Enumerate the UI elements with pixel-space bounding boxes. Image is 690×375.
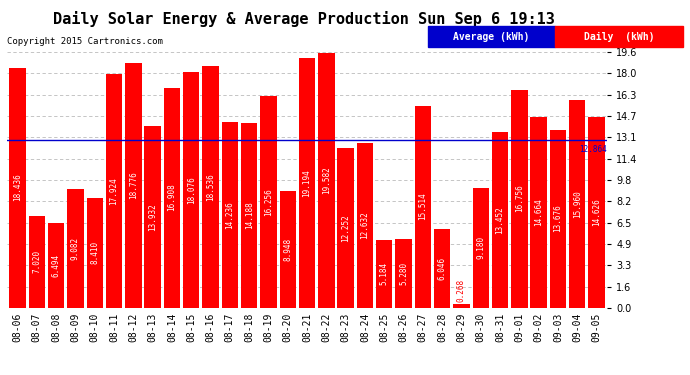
Text: 0.268: 0.268 [457, 279, 466, 302]
Text: 5.184: 5.184 [380, 262, 388, 285]
Text: 13.932: 13.932 [148, 203, 157, 231]
Bar [337, 148, 354, 308]
Text: 6.046: 6.046 [437, 256, 446, 280]
Text: 7.020: 7.020 [32, 250, 41, 273]
Text: 18.776: 18.776 [129, 171, 138, 199]
Bar [183, 72, 199, 308]
Bar [357, 143, 373, 308]
Text: 15.514: 15.514 [418, 193, 427, 220]
Bar [28, 216, 45, 308]
Bar [318, 53, 335, 307]
Text: 19.582: 19.582 [322, 166, 331, 194]
Text: 16.908: 16.908 [168, 184, 177, 211]
Bar [415, 106, 431, 308]
Text: 17.924: 17.924 [110, 177, 119, 205]
Bar [473, 188, 489, 308]
Text: 9.082: 9.082 [71, 237, 80, 260]
Text: Daily Solar Energy & Average Production Sun Sep 6 19:13: Daily Solar Energy & Average Production … [52, 11, 555, 27]
Text: 14.664: 14.664 [534, 198, 543, 226]
Text: 12.632: 12.632 [360, 211, 369, 239]
Bar [453, 304, 470, 307]
Bar [395, 239, 412, 308]
Text: 8.948: 8.948 [284, 238, 293, 261]
Bar [569, 100, 586, 308]
Text: 15.960: 15.960 [573, 190, 582, 217]
Bar [299, 58, 315, 308]
Bar [106, 74, 122, 307]
Bar [48, 223, 64, 308]
Bar [164, 87, 180, 308]
Bar [202, 66, 219, 308]
Bar [221, 122, 238, 308]
Bar [492, 132, 509, 308]
Text: 19.194: 19.194 [302, 169, 312, 196]
Bar [531, 117, 547, 308]
Text: Copyright 2015 Cartronics.com: Copyright 2015 Cartronics.com [7, 38, 163, 46]
Bar [511, 90, 528, 308]
Text: 9.180: 9.180 [476, 236, 485, 260]
Text: 16.256: 16.256 [264, 188, 273, 216]
Bar [86, 198, 103, 308]
Text: 14.236: 14.236 [226, 201, 235, 229]
Text: 8.410: 8.410 [90, 241, 99, 264]
Bar [125, 63, 141, 308]
Bar [434, 229, 451, 308]
Text: 6.494: 6.494 [52, 254, 61, 277]
Bar [550, 130, 566, 308]
Text: 18.436: 18.436 [13, 174, 22, 201]
Bar [260, 96, 277, 308]
Text: 14.626: 14.626 [592, 198, 601, 226]
Bar [589, 117, 605, 308]
Bar [9, 68, 26, 308]
Text: 13.676: 13.676 [553, 205, 562, 232]
Bar [279, 191, 296, 308]
Text: 12.864: 12.864 [580, 146, 607, 154]
Text: Daily  (kWh): Daily (kWh) [584, 32, 655, 42]
Text: 14.188: 14.188 [245, 201, 254, 229]
Text: 13.452: 13.452 [495, 206, 504, 234]
Bar [144, 126, 161, 308]
Text: 5.280: 5.280 [399, 262, 408, 285]
Text: 12.252: 12.252 [341, 214, 350, 242]
Bar [241, 123, 257, 308]
Bar [67, 189, 83, 308]
Text: Average (kWh): Average (kWh) [453, 32, 530, 42]
Text: 18.076: 18.076 [187, 176, 196, 204]
Bar [376, 240, 393, 308]
Text: 16.756: 16.756 [515, 184, 524, 212]
Text: 18.536: 18.536 [206, 173, 215, 201]
